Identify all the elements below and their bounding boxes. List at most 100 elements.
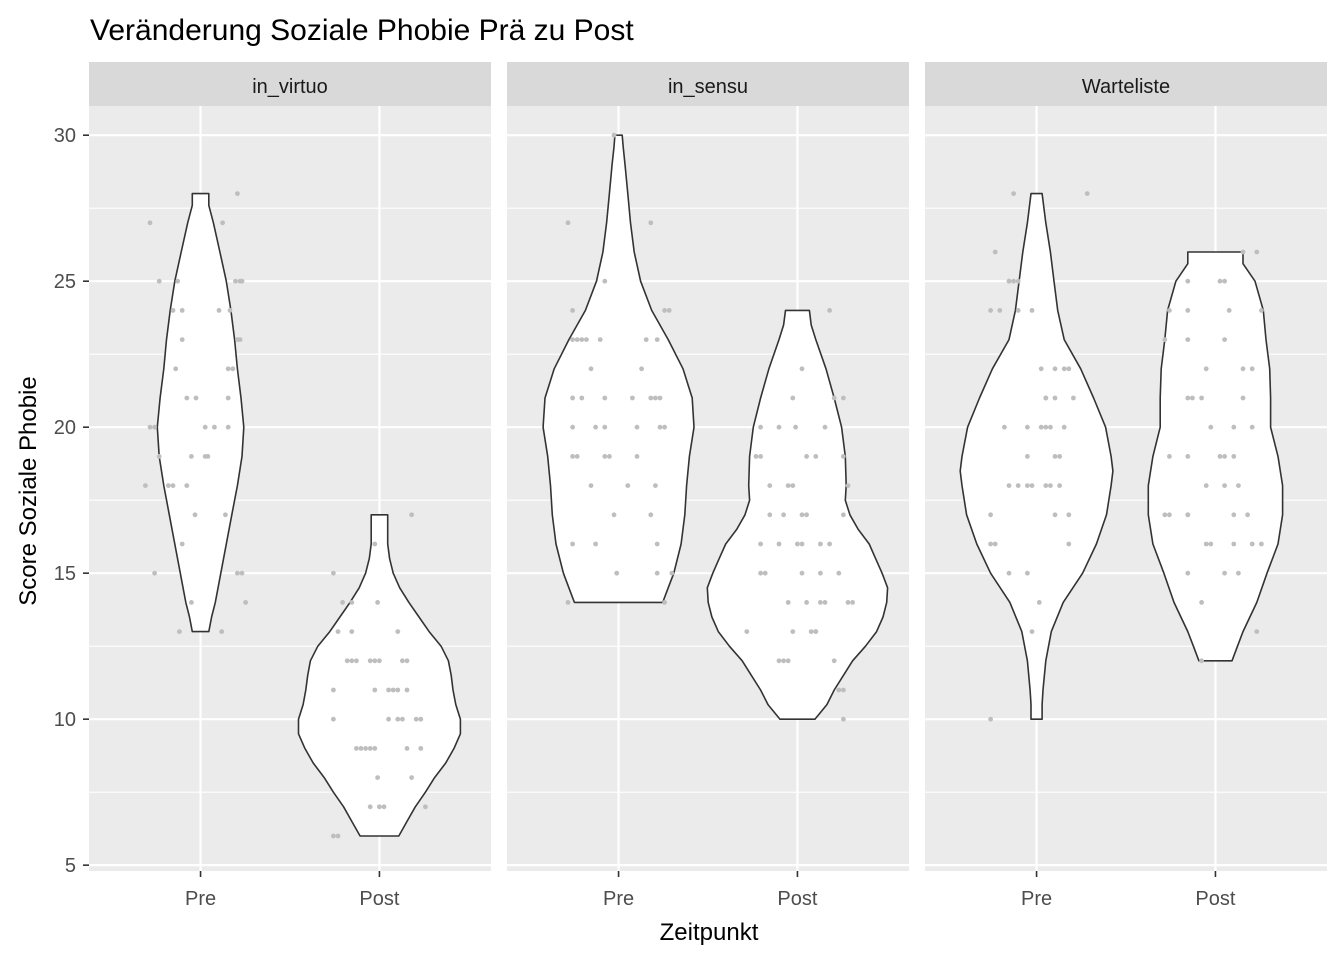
data-point [758, 570, 763, 576]
data-point [744, 629, 750, 634]
data-point [666, 308, 672, 313]
data-point [212, 424, 217, 430]
data-point [400, 716, 405, 722]
data-point [349, 658, 355, 664]
facet-panel-in-sensu: in_sensu Pre Post [507, 62, 909, 910]
data-point [579, 395, 585, 401]
data-point [602, 395, 608, 401]
data-point [239, 570, 245, 576]
data-point [758, 424, 763, 430]
data-point [607, 454, 612, 459]
data-point [611, 512, 617, 518]
data-point [1231, 454, 1237, 459]
data-point [1029, 308, 1035, 313]
data-point [1185, 308, 1191, 313]
data-point [166, 483, 171, 488]
data-point [375, 600, 380, 605]
data-point [570, 395, 575, 401]
data-point [808, 629, 814, 634]
data-point [841, 454, 846, 459]
data-point [781, 512, 786, 518]
data-point [372, 541, 378, 547]
data-point [184, 483, 190, 488]
data-point [1011, 278, 1016, 284]
data-point [1236, 483, 1241, 488]
data-point [992, 541, 998, 547]
data-point [418, 746, 424, 751]
data-point [785, 600, 791, 605]
x-tick-label: Post [777, 888, 817, 910]
data-point [331, 570, 336, 576]
data-point [570, 454, 575, 459]
data-point [1015, 308, 1021, 313]
data-point [1259, 308, 1264, 313]
data-point [813, 454, 819, 459]
data-point [1259, 541, 1264, 547]
data-point [574, 337, 580, 342]
violin-post [706, 309, 889, 720]
data-point [1249, 366, 1255, 372]
data-point [400, 658, 405, 664]
data-point [1036, 600, 1042, 605]
data-point [395, 687, 401, 693]
data-point [170, 483, 176, 488]
data-point [179, 541, 185, 547]
data-point [588, 366, 594, 372]
data-point [179, 337, 185, 342]
data-point [1006, 570, 1012, 576]
x-tick-label: Pre [603, 888, 634, 910]
data-point [227, 308, 233, 313]
data-point [593, 424, 598, 430]
data-point [648, 395, 654, 401]
data-point [170, 308, 176, 313]
data-point [223, 512, 228, 518]
data-point [634, 454, 640, 459]
data-point [781, 658, 786, 664]
data-point [1066, 366, 1072, 372]
data-point [1038, 366, 1044, 372]
data-point [841, 512, 846, 518]
data-point [988, 308, 993, 313]
data-point [1071, 395, 1076, 401]
data-point [818, 541, 823, 547]
data-point [597, 337, 603, 342]
facet-strip-label: Warteliste [1082, 76, 1170, 98]
data-point [1208, 424, 1214, 430]
data-point [216, 308, 222, 313]
data-point [340, 600, 345, 605]
data-point [1236, 570, 1241, 576]
data-point [643, 337, 649, 342]
data-point [845, 600, 851, 605]
data-point [799, 570, 805, 576]
data-point [1222, 337, 1227, 342]
data-point [1043, 395, 1049, 401]
data-point [1043, 483, 1049, 488]
data-point [363, 746, 368, 751]
data-point [1249, 541, 1255, 547]
data-point [793, 424, 798, 430]
data-point [785, 483, 791, 488]
data-point [1222, 454, 1227, 459]
data-point [372, 658, 378, 664]
data-point [237, 337, 243, 342]
data-point [841, 395, 846, 401]
data-point [386, 716, 391, 722]
data-point [395, 716, 401, 722]
data-point [1185, 512, 1191, 518]
data-point [377, 804, 382, 810]
data-point [335, 833, 341, 839]
data-point [1190, 395, 1195, 401]
data-point [1185, 278, 1191, 284]
data-point [1208, 541, 1214, 547]
data-point [1185, 454, 1191, 459]
data-point [1002, 424, 1007, 430]
data-point [372, 687, 378, 693]
data-point [1203, 541, 1209, 547]
data-point [156, 454, 162, 459]
data-point [1240, 249, 1246, 255]
data-point [173, 366, 179, 372]
data-point [235, 191, 240, 197]
data-point [220, 220, 226, 226]
data-point [147, 424, 153, 430]
data-point [331, 687, 336, 693]
